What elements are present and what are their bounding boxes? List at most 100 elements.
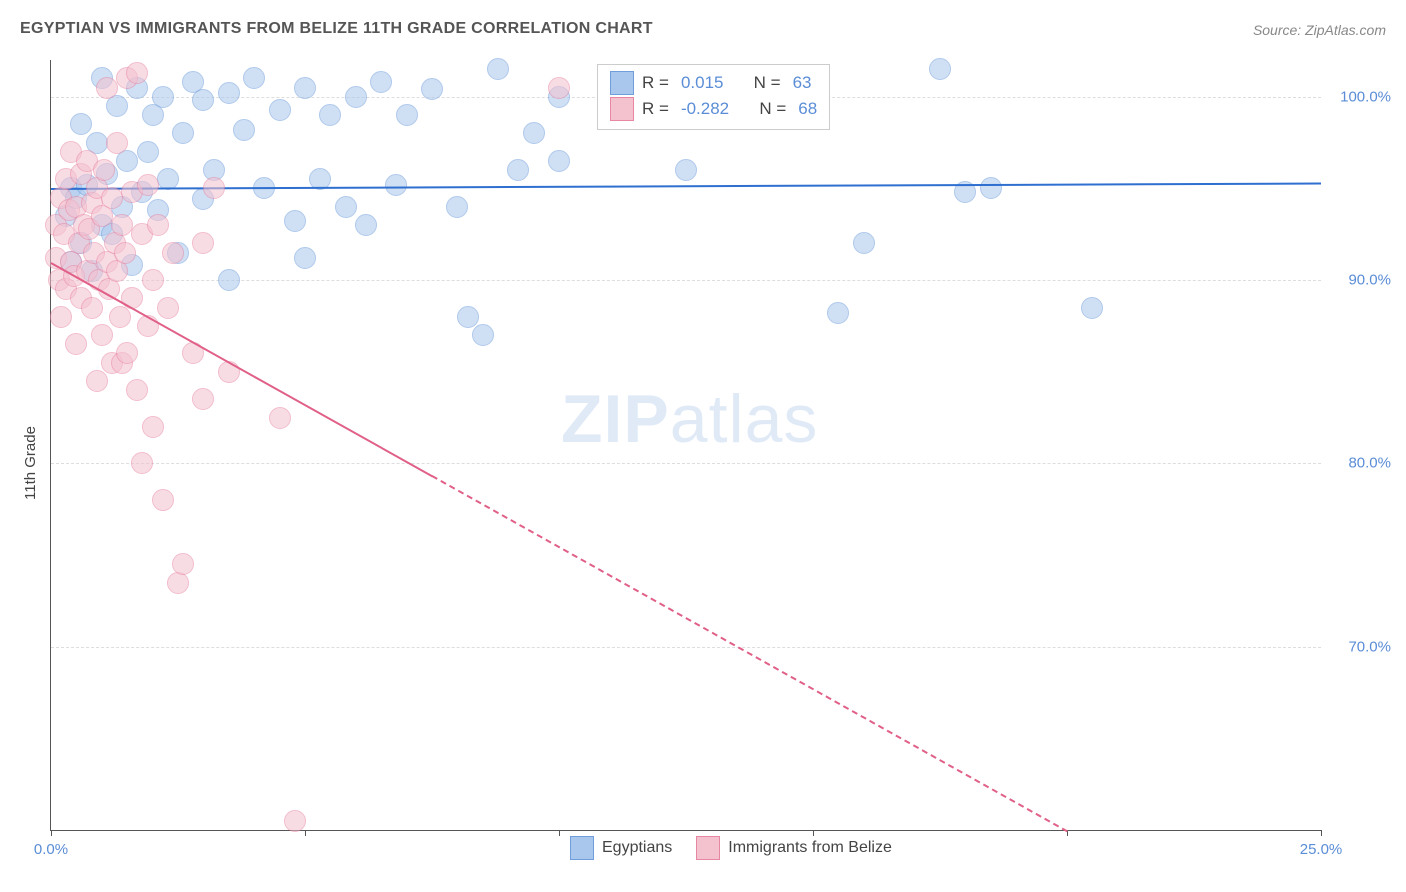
scatter-point-egyptians — [457, 306, 479, 328]
legend-n-value: 68 — [798, 99, 817, 119]
chart-title: EGYPTIAN VS IMMIGRANTS FROM BELIZE 11TH … — [20, 20, 653, 38]
x-tick — [559, 830, 560, 836]
scatter-point-egyptians — [137, 141, 159, 163]
x-tick — [305, 830, 306, 836]
scatter-point-belize — [152, 489, 174, 511]
x-tick — [51, 830, 52, 836]
scatter-point-egyptians — [218, 269, 240, 291]
scatter-point-belize — [106, 132, 128, 154]
scatter-point-egyptians — [1081, 297, 1103, 319]
scatter-point-egyptians — [243, 67, 265, 89]
x-tick-label: 25.0% — [1300, 841, 1343, 858]
legend-r-value: -0.282 — [681, 99, 729, 119]
scatter-point-belize — [86, 370, 108, 392]
scatter-point-egyptians — [192, 89, 214, 111]
scatter-point-egyptians — [853, 232, 875, 254]
scatter-point-belize — [114, 242, 136, 264]
scatter-point-belize — [203, 177, 225, 199]
legend-item-belize: Immigrants from Belize — [696, 836, 892, 860]
legend-swatch — [610, 71, 634, 95]
scatter-point-egyptians — [385, 174, 407, 196]
legend-swatch — [610, 97, 634, 121]
scatter-point-belize — [121, 287, 143, 309]
scatter-point-belize — [116, 342, 138, 364]
scatter-point-egyptians — [396, 104, 418, 126]
scatter-point-egyptians — [70, 113, 92, 135]
scatter-point-belize — [111, 214, 133, 236]
legend-r-label: R = — [642, 99, 669, 119]
watermark-rest: atlas — [670, 381, 819, 457]
scatter-point-egyptians — [487, 58, 509, 80]
scatter-plot: ZIPatlas 70.0%80.0%90.0%100.0%0.0%25.0%R… — [50, 60, 1321, 831]
legend-bottom: Egyptians Immigrants from Belize — [570, 836, 892, 860]
legend-swatch — [696, 836, 720, 860]
scatter-point-belize — [126, 379, 148, 401]
scatter-point-egyptians — [294, 247, 316, 269]
legend-row-egyptians: R = 0.015 N = 63 — [610, 71, 817, 95]
y-tick-label: 90.0% — [1331, 272, 1391, 289]
y-tick-label: 80.0% — [1331, 455, 1391, 472]
legend-item-egyptians: Egyptians — [570, 836, 672, 860]
scatter-point-egyptians — [269, 99, 291, 121]
scatter-point-egyptians — [675, 159, 697, 181]
scatter-point-egyptians — [827, 302, 849, 324]
gridline — [51, 463, 1321, 464]
scatter-point-belize — [548, 77, 570, 99]
scatter-point-egyptians — [507, 159, 529, 181]
scatter-point-belize — [147, 214, 169, 236]
y-tick-label: 70.0% — [1331, 638, 1391, 655]
scatter-point-egyptians — [335, 196, 357, 218]
x-tick — [1321, 830, 1322, 836]
scatter-point-egyptians — [370, 71, 392, 93]
scatter-point-egyptians — [218, 82, 240, 104]
chart-source: Source: ZipAtlas.com — [1253, 22, 1386, 38]
scatter-point-belize — [162, 242, 184, 264]
scatter-point-egyptians — [152, 86, 174, 108]
scatter-point-belize — [65, 333, 87, 355]
scatter-point-egyptians — [294, 77, 316, 99]
scatter-point-egyptians — [355, 214, 377, 236]
watermark-bold: ZIP — [561, 381, 670, 457]
x-tick-label: 0.0% — [34, 841, 68, 858]
scatter-point-belize — [91, 324, 113, 346]
scatter-point-belize — [81, 297, 103, 319]
scatter-point-egyptians — [446, 196, 468, 218]
scatter-point-belize — [269, 407, 291, 429]
scatter-point-belize — [96, 77, 118, 99]
scatter-point-belize — [50, 306, 72, 328]
scatter-point-egyptians — [421, 78, 443, 100]
scatter-point-belize — [101, 187, 123, 209]
scatter-point-belize — [192, 232, 214, 254]
legend-n-label: N = — [754, 73, 781, 93]
scatter-point-belize — [131, 452, 153, 474]
regression-line-belize — [432, 475, 1068, 832]
scatter-point-egyptians — [233, 119, 255, 141]
legend-correlation: R = 0.015 N = 63R = -0.282 N = 68 — [597, 64, 830, 130]
legend-row-belize: R = -0.282 N = 68 — [610, 97, 817, 121]
scatter-point-egyptians — [172, 122, 194, 144]
y-axis-label: 11th Grade — [22, 426, 39, 500]
gridline — [51, 647, 1321, 648]
gridline — [51, 280, 1321, 281]
scatter-point-egyptians — [929, 58, 951, 80]
scatter-point-egyptians — [319, 104, 341, 126]
scatter-point-belize — [284, 810, 306, 832]
legend-r-value: 0.015 — [681, 73, 724, 93]
legend-r-label: R = — [642, 73, 669, 93]
legend-swatch — [570, 836, 594, 860]
legend-n-value: 63 — [793, 73, 812, 93]
y-tick-label: 100.0% — [1331, 88, 1391, 105]
scatter-point-egyptians — [980, 177, 1002, 199]
scatter-point-egyptians — [345, 86, 367, 108]
scatter-point-belize — [126, 62, 148, 84]
scatter-point-belize — [109, 306, 131, 328]
legend-label: Egyptians — [602, 839, 672, 857]
legend-label: Immigrants from Belize — [728, 839, 892, 857]
scatter-point-egyptians — [284, 210, 306, 232]
scatter-point-belize — [137, 174, 159, 196]
scatter-point-belize — [157, 297, 179, 319]
scatter-point-egyptians — [472, 324, 494, 346]
scatter-point-belize — [142, 416, 164, 438]
scatter-point-egyptians — [523, 122, 545, 144]
scatter-point-egyptians — [548, 150, 570, 172]
